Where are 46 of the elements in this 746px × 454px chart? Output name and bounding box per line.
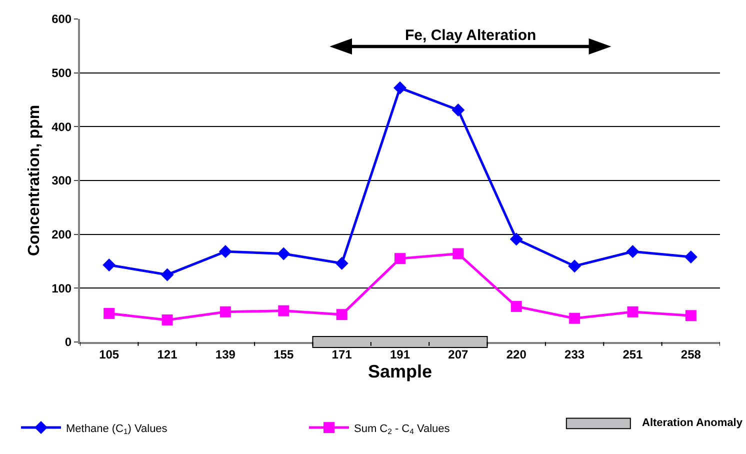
legend-label: Methane (C$_{1}$) Values <box>66 422 168 436</box>
point <box>510 232 523 246</box>
y-tick-label: 400 <box>52 120 72 134</box>
point <box>335 256 348 270</box>
point <box>394 253 406 264</box>
point <box>627 306 638 318</box>
x-tick-label: 207 <box>448 347 469 362</box>
x-tick-label: 251 <box>622 347 644 362</box>
point <box>162 314 173 326</box>
point <box>568 260 582 273</box>
x-axis-title: Sample <box>368 361 432 382</box>
point <box>510 300 522 312</box>
x-tick-label: 171 <box>332 347 352 362</box>
x-tick-label: 191 <box>390 347 410 362</box>
x-tick-label: 155 <box>274 347 294 362</box>
point <box>569 312 580 324</box>
point <box>278 305 290 316</box>
y-tick-label: 200 <box>52 228 72 242</box>
legend-label: Sum C$_{2}$ - C$_{4}$ Values <box>354 422 450 436</box>
point <box>452 248 464 260</box>
point <box>220 306 231 318</box>
text: Alteration Anomaly <box>642 417 744 429</box>
point <box>684 250 698 264</box>
point <box>102 258 116 272</box>
y-axis-title: Concentration, ppm <box>26 104 43 256</box>
y-tick-label: 500 <box>52 66 72 80</box>
x-tick-label: 233 <box>564 347 585 362</box>
x-tick-label: 220 <box>506 347 527 362</box>
point <box>160 268 174 282</box>
annotation: Fe, Clay Alteration <box>405 27 536 44</box>
x-tick-label: 105 <box>99 347 120 362</box>
y-tick-label: 600 <box>52 12 72 26</box>
x-tick-label: 139 <box>215 347 236 362</box>
x-tick-label: 258 <box>680 347 702 362</box>
x-tick-label: 121 <box>157 347 178 362</box>
y-tick-label: 100 <box>52 281 72 296</box>
y-tick-label: 0 <box>64 335 72 350</box>
point <box>394 81 406 94</box>
point <box>626 245 640 258</box>
y-tick-label: 300 <box>52 174 72 188</box>
point <box>336 309 348 320</box>
point <box>452 103 465 116</box>
point <box>218 245 232 258</box>
point <box>277 247 290 260</box>
point <box>104 308 115 319</box>
point <box>685 310 696 322</box>
